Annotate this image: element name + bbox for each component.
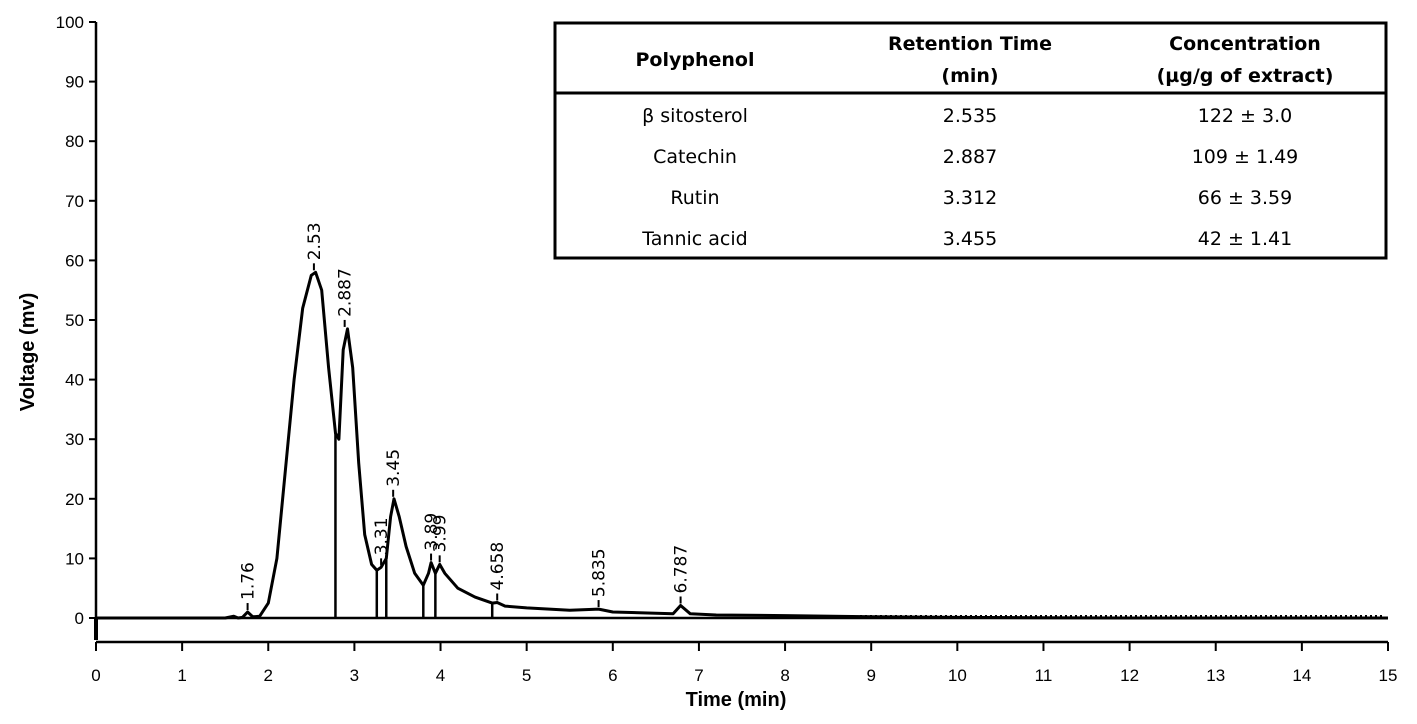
chromatogram-trace xyxy=(96,270,1388,620)
peak-label: 3.89 xyxy=(422,513,442,551)
table-header-cell: (µg/g of extract) xyxy=(1157,65,1334,87)
table-cell: 109 ± 1.49 xyxy=(1192,146,1299,168)
peak-label: 2.53 xyxy=(305,222,325,260)
table-cell: Rutin xyxy=(670,187,719,209)
y-tick-label: 10 xyxy=(65,549,84,568)
table-cell: 2.535 xyxy=(943,105,997,127)
peak-label: 5.835 xyxy=(590,548,610,597)
x-tick-label: 10 xyxy=(948,666,967,685)
table-cell: 122 ± 3.0 xyxy=(1198,105,1292,127)
x-tick-label: 7 xyxy=(694,666,703,685)
table-cell: 2.887 xyxy=(943,146,997,168)
y-tick-label: 50 xyxy=(65,311,84,330)
peak-drop-lines xyxy=(334,433,494,618)
y-tick-label: 80 xyxy=(65,132,84,151)
peak-label: 3.31 xyxy=(372,517,392,555)
y-tick-label: 30 xyxy=(65,430,84,449)
x-tick-label: 8 xyxy=(780,666,789,685)
peak-label: 3.99 xyxy=(431,515,451,553)
table-cell: Tannic acid xyxy=(641,228,747,250)
x-tick-label: 4 xyxy=(436,666,445,685)
table-cell: 42 ± 1.41 xyxy=(1198,228,1292,250)
table-header-cell: (min) xyxy=(941,65,998,87)
y-ticks: 0 10 20 30 40 50 60 70 80 90 100 xyxy=(56,13,96,628)
x-tick-label: 6 xyxy=(608,666,617,685)
table-cell: 66 ± 3.59 xyxy=(1198,187,1292,209)
x-tick-label: 13 xyxy=(1206,666,1225,685)
peak-label: 1.76 xyxy=(239,562,259,600)
y-tick-label: 90 xyxy=(65,73,84,92)
y-tick-label: 20 xyxy=(65,490,84,509)
x-tick-label: 11 xyxy=(1035,666,1053,685)
y-tick-label: 40 xyxy=(65,371,84,390)
table-body: Polyphenol Retention Time (min) Concentrati… xyxy=(636,33,1334,250)
x-tick-label: 15 xyxy=(1379,666,1398,685)
x-tick-label: 3 xyxy=(350,666,359,685)
polyphenol-table: Polyphenol Retention Time (min) Concentrati… xyxy=(553,21,1388,260)
table-header-cell: Concentration xyxy=(1169,33,1321,55)
x-tick-label: 14 xyxy=(1292,666,1311,685)
peak-label: 2.887 xyxy=(336,268,356,317)
y-tick-label: 60 xyxy=(65,251,84,270)
x-tick-label: 12 xyxy=(1120,666,1139,685)
table-cell: Catechin xyxy=(653,146,737,168)
table-cell: β sitosterol xyxy=(642,105,748,127)
x-tick-label: 0 xyxy=(91,666,100,685)
peak-label: 6.787 xyxy=(672,545,692,594)
peak-labels: 1.76 2.53 2.887 3.31 3.45 3.893.99 4.658 5.835 6… xyxy=(239,222,692,611)
y-axis-title: Voltage (mv) xyxy=(17,293,39,412)
x-axis-title: Time (min) xyxy=(686,689,787,711)
x-tick-label: 2 xyxy=(264,666,273,685)
table-header-cell: Polyphenol xyxy=(636,49,755,71)
y-tick-label: 0 xyxy=(75,609,84,628)
x-tick-label: 1 xyxy=(177,666,186,685)
y-tick-label: 100 xyxy=(56,13,84,32)
table-cell: 3.312 xyxy=(943,187,997,209)
table-border xyxy=(553,21,1388,260)
x-tick-label: 5 xyxy=(522,666,531,685)
table-cell: 3.455 xyxy=(943,228,997,250)
x-ticks: 0 1 2 3 4 5 6 7 8 9 10 11 12 13 14 15 xyxy=(91,642,1397,685)
x-tick-label: 9 xyxy=(866,666,875,685)
y-tick-label: 70 xyxy=(65,192,84,211)
peak-label: 4.658 xyxy=(488,542,508,591)
table-header-cell: Retention Time xyxy=(888,33,1052,55)
peak-label: 3.45 xyxy=(384,449,404,487)
